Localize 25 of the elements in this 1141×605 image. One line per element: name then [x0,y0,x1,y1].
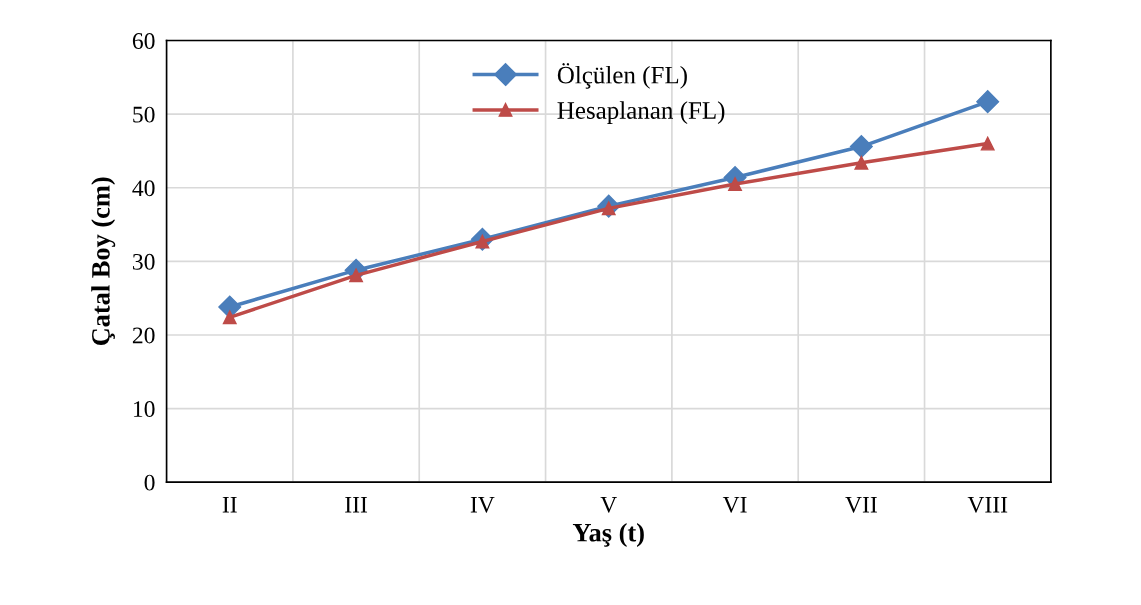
x-tick-label: II [222,497,237,513]
x-tick-label: III [345,497,368,513]
y-tick-label: 30 [132,253,155,270]
point [854,155,869,170]
point [980,136,995,151]
y-tick-label: 50 [133,106,155,123]
point [976,90,1000,114]
y-tick-label: 60 [132,33,155,49]
point [222,310,237,325]
x-tick-label: V [600,497,617,513]
y-axis-title: Çatal Boy (cm) [91,177,116,346]
legend-label: Ölçülen (FL) [557,63,687,89]
x-tick-label: VIII [967,497,1008,513]
y-tick-label: 40 [132,180,155,197]
point [849,135,873,159]
x-tick-label: VI [722,497,747,513]
point [349,268,364,283]
x-axis-title: Yaş (t) [572,523,644,547]
x-tick-label: VII [845,497,877,513]
y-tick-label: 20 [132,327,155,344]
legend-label: Hesaplanan (FL) [557,101,725,124]
point [728,177,742,192]
y-tick-label: 0 [144,474,155,491]
y-tick-label: 10 [133,401,155,417]
x-tick-label: IV [470,497,495,513]
